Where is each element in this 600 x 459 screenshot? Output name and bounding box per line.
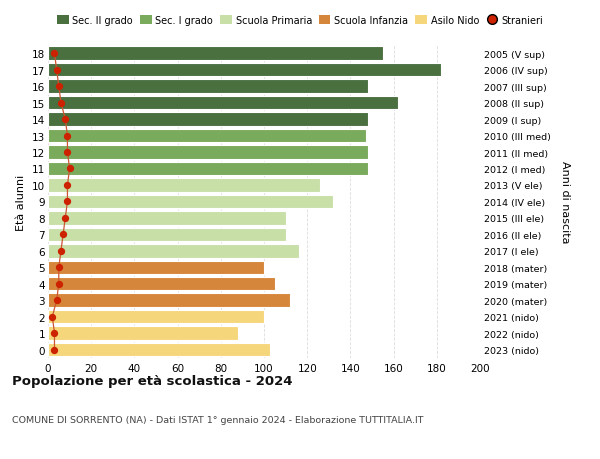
Point bbox=[50, 346, 59, 353]
Bar bbox=[48, 277, 275, 291]
Point bbox=[62, 198, 72, 206]
Bar bbox=[48, 146, 368, 159]
Point bbox=[54, 264, 64, 271]
Bar bbox=[48, 97, 398, 110]
Y-axis label: Età alunni: Età alunni bbox=[16, 174, 26, 230]
Bar bbox=[48, 294, 290, 307]
Bar bbox=[48, 129, 365, 143]
Point bbox=[56, 100, 66, 107]
Y-axis label: Anni di nascita: Anni di nascita bbox=[560, 161, 571, 243]
Point bbox=[58, 231, 68, 239]
Point bbox=[62, 182, 72, 189]
Bar bbox=[48, 245, 299, 258]
Point bbox=[65, 165, 74, 173]
Point bbox=[50, 330, 59, 337]
Legend: Sec. II grado, Sec. I grado, Scuola Primaria, Scuola Infanzia, Asilo Nido, Stran: Sec. II grado, Sec. I grado, Scuola Prim… bbox=[57, 16, 543, 26]
Point bbox=[62, 149, 72, 157]
Point bbox=[56, 247, 66, 255]
Text: Popolazione per età scolastica - 2024: Popolazione per età scolastica - 2024 bbox=[12, 374, 293, 387]
Bar bbox=[48, 179, 320, 192]
Point bbox=[50, 50, 59, 58]
Bar bbox=[48, 343, 271, 357]
Bar bbox=[48, 47, 383, 61]
Point bbox=[54, 83, 64, 90]
Bar bbox=[48, 261, 264, 274]
Bar bbox=[48, 228, 286, 241]
Bar bbox=[48, 80, 368, 94]
Bar bbox=[48, 64, 441, 77]
Text: COMUNE DI SORRENTO (NA) - Dati ISTAT 1° gennaio 2024 - Elaborazione TUTTITALIA.I: COMUNE DI SORRENTO (NA) - Dati ISTAT 1° … bbox=[12, 415, 424, 425]
Point bbox=[52, 67, 61, 74]
Bar bbox=[48, 212, 286, 225]
Bar bbox=[48, 162, 368, 176]
Bar bbox=[48, 195, 333, 209]
Point bbox=[61, 116, 70, 123]
Point bbox=[62, 133, 72, 140]
Bar bbox=[48, 327, 238, 340]
Bar bbox=[48, 310, 264, 324]
Point bbox=[61, 215, 70, 222]
Point bbox=[52, 297, 61, 304]
Point bbox=[54, 280, 64, 288]
Bar bbox=[48, 113, 368, 127]
Point bbox=[47, 313, 57, 321]
